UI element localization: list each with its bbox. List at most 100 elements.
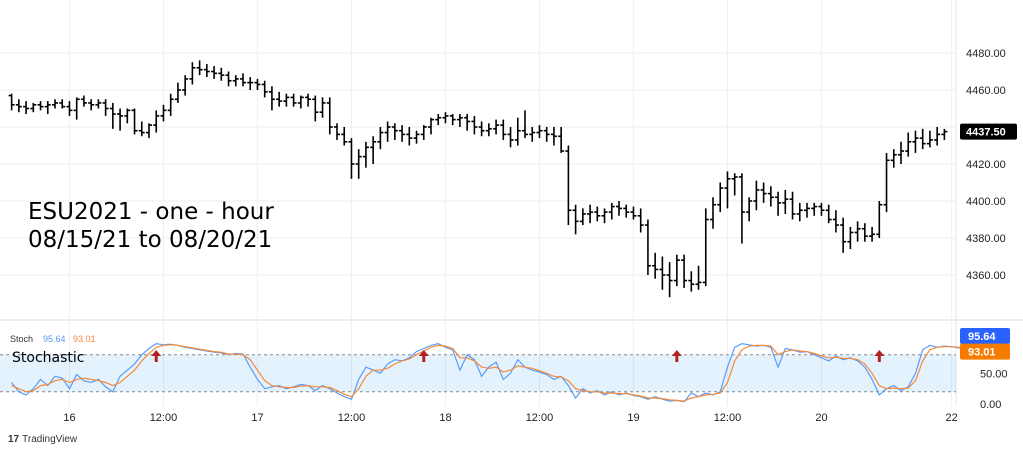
- price-tick-label: 4360.00: [966, 270, 1006, 282]
- axes: 4360.004380.004400.004420.004440.004460.…: [63, 48, 1017, 424]
- ohlc-bar: [608, 202, 615, 220]
- ohlc-bar: [15, 99, 22, 113]
- ohlc-bar: [117, 108, 124, 131]
- stoch-k-tag-label: 95.64: [968, 331, 996, 343]
- ohlc-bar: [702, 208, 709, 287]
- time-tick-label: 16: [63, 412, 75, 424]
- last-price-label: 4437.50: [966, 127, 1006, 139]
- ohlc-bar: [312, 95, 319, 122]
- ohlc-bar: [666, 262, 673, 298]
- time-tick-label: 22: [945, 412, 957, 424]
- ohlc-bar: [59, 99, 66, 109]
- ohlc-bar: [760, 182, 767, 203]
- ohlc-bar: [464, 114, 471, 131]
- ohlc-bar: [659, 256, 666, 290]
- ohlc-bar: [905, 132, 912, 157]
- stoch-d-line: [11, 344, 981, 402]
- ohlc-bar: [109, 102, 116, 129]
- ohlc-bar: [630, 206, 637, 220]
- price-tick-label: 4460.00: [966, 85, 1006, 97]
- ohlc-bar: [276, 91, 283, 107]
- ohlc-bar: [305, 93, 312, 107]
- ohlc-bar: [377, 127, 384, 150]
- ohlc-bar: [746, 197, 753, 222]
- ohlc-bar: [652, 252, 659, 279]
- ohlc-bar: [558, 127, 565, 153]
- ohlc-bar: [753, 180, 760, 211]
- ohlc-bar: [203, 64, 210, 78]
- price-tick-label: 4480.00: [966, 48, 1006, 60]
- stoch-k-tag: [960, 328, 1010, 345]
- time-tick-label: 19: [627, 412, 639, 424]
- tradingview-logo-text: TradingView: [22, 434, 78, 445]
- ohlc-bar: [319, 97, 326, 118]
- ohlc-bar: [189, 62, 196, 85]
- ohlc-bar: [80, 95, 87, 107]
- ohlc-bar: [413, 130, 420, 144]
- ohlc-bar: [290, 93, 297, 107]
- ohlc-bar: [485, 123, 492, 137]
- ohlc-bar: [153, 110, 160, 133]
- ohlc-bar: [88, 99, 95, 111]
- last-price-tag: [960, 123, 1017, 140]
- ohlc-bar: [861, 223, 868, 242]
- ohlc-bar: [572, 204, 579, 235]
- ohlc-bar: [926, 130, 933, 148]
- stochastic-annotation: Stochastic: [12, 350, 84, 366]
- ohlc-bar: [941, 128, 948, 140]
- ohlc-bar: [912, 130, 919, 153]
- ohlc-bar: [326, 97, 333, 135]
- ohlc-bar: [854, 221, 861, 242]
- price-tick-label: 4420.00: [966, 159, 1006, 171]
- ohlc-bar: [796, 202, 803, 222]
- ohlc-bar: [478, 121, 485, 137]
- chart-title: ESU2021 - one - hour: [28, 199, 274, 225]
- ohlc-bar: [688, 271, 695, 292]
- ohlc-bar: [23, 101, 30, 115]
- ohlc-bar: [623, 204, 630, 218]
- ohlc-bar: [601, 208, 608, 224]
- ohlc-bar: [225, 71, 232, 87]
- arrow-up-icon: [151, 350, 162, 362]
- ohlc-bar: [637, 208, 644, 233]
- ohlc-bar: [738, 173, 745, 244]
- ohlc-bar: [898, 141, 904, 164]
- ohlc-bar: [710, 197, 716, 229]
- price-tick-label: 4400.00: [966, 196, 1006, 208]
- ohlc-bar: [442, 112, 449, 124]
- ohlc-bar: [174, 82, 181, 103]
- ohlc-bar: [818, 202, 825, 216]
- ohlc-bar: [500, 119, 507, 140]
- ohlc-bar: [355, 149, 362, 179]
- ohlc-bar: [804, 202, 810, 218]
- ohlc-bar: [8, 93, 15, 111]
- ohlc-bar: [869, 226, 876, 242]
- ohlc-bar: [832, 210, 839, 233]
- ohlc-bar: [138, 121, 145, 137]
- ohlc-bar: [456, 114, 463, 127]
- ohlc-bar: [594, 206, 601, 222]
- ohlc-bar: [428, 117, 434, 135]
- ohlc-bar: [341, 127, 348, 146]
- ohlc-bar: [695, 265, 702, 290]
- ohlc-bar: [334, 123, 340, 140]
- price-bars: [8, 60, 948, 298]
- ohlc-bar: [471, 115, 478, 135]
- ohlc-bar: [543, 127, 550, 142]
- time-tick-label: 18: [439, 412, 451, 424]
- chart-subtitle: 08/15/21 to 08/20/21: [28, 227, 272, 253]
- ohlc-bar: [146, 123, 152, 139]
- ohlc-bar: [565, 145, 572, 226]
- arrow-up-icon: [671, 350, 682, 362]
- time-tick-label: 12:00: [526, 412, 554, 424]
- ohlc-bar: [775, 191, 782, 216]
- ohlc-bar: [124, 108, 131, 124]
- ohlc-bar: [644, 219, 651, 275]
- ohlc-bar: [449, 114, 456, 126]
- ohlc-bar: [514, 117, 521, 146]
- ohlc-bar: [847, 226, 854, 250]
- ohlc-bar: [196, 60, 203, 76]
- ohlc-bar: [95, 99, 102, 109]
- ohlc-bar: [934, 127, 941, 146]
